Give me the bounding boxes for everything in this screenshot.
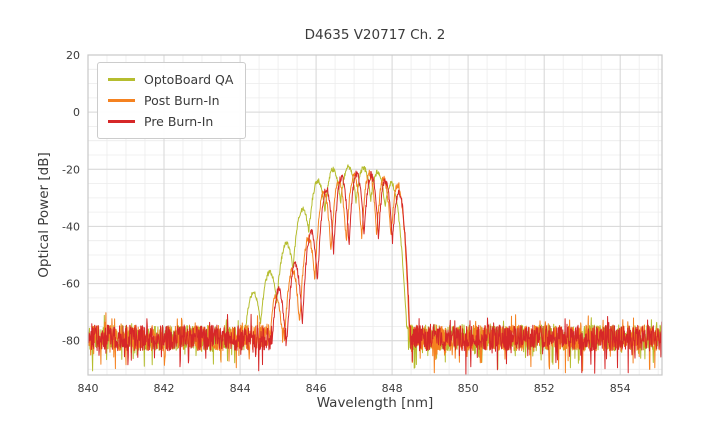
legend-swatch-post-burn-in [108, 99, 135, 102]
legend-label-post-burn-in: Post Burn-In [144, 93, 220, 108]
legend-label-optoboard-qa: OptoBoard QA [144, 72, 234, 87]
legend-label-pre-burn-in: Pre Burn-In [144, 114, 214, 129]
svg-text:852: 852 [534, 382, 555, 395]
svg-text:0: 0 [73, 106, 80, 119]
legend-item: OptoBoard QA [108, 69, 233, 90]
svg-text:848: 848 [382, 382, 403, 395]
y-axis-label: Optical Power [dB] [36, 152, 52, 278]
svg-text:840: 840 [78, 382, 99, 395]
svg-text:850: 850 [458, 382, 479, 395]
svg-text:844: 844 [230, 382, 251, 395]
svg-text:846: 846 [306, 382, 327, 395]
svg-text:-80: -80 [62, 335, 80, 348]
svg-text:-40: -40 [62, 220, 80, 233]
chart-title: D4635 V20717 Ch. 2 [304, 27, 446, 43]
svg-text:20: 20 [66, 49, 80, 62]
svg-text:842: 842 [154, 382, 175, 395]
legend-item: Pre Burn-In [108, 111, 233, 132]
legend-swatch-pre-burn-in [108, 120, 135, 123]
svg-text:854: 854 [610, 382, 631, 395]
legend: OptoBoard QA Post Burn-In Pre Burn-In [97, 62, 247, 139]
x-axis-label: Wavelength [nm] [316, 395, 434, 411]
legend-swatch-optoboard-qa [108, 78, 135, 81]
legend-item: Post Burn-In [108, 90, 233, 111]
svg-text:-20: -20 [62, 163, 80, 176]
svg-text:-60: -60 [62, 278, 80, 291]
